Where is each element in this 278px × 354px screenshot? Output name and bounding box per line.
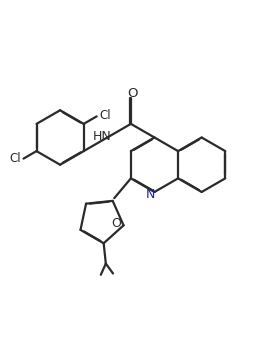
- Text: N: N: [146, 188, 155, 201]
- Text: O: O: [111, 217, 121, 230]
- Text: Cl: Cl: [9, 152, 21, 165]
- Text: HN: HN: [93, 130, 112, 143]
- Text: Cl: Cl: [99, 109, 111, 121]
- Text: O: O: [127, 87, 138, 99]
